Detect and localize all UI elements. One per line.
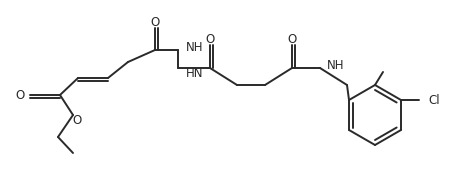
Text: Cl: Cl (427, 93, 439, 107)
Text: O: O (205, 33, 214, 46)
Text: O: O (287, 33, 296, 46)
Text: O: O (16, 88, 25, 102)
Text: NH: NH (186, 41, 203, 53)
Text: O: O (150, 16, 159, 28)
Text: HN: HN (186, 66, 203, 80)
Text: O: O (72, 114, 81, 127)
Text: NH: NH (327, 58, 344, 71)
